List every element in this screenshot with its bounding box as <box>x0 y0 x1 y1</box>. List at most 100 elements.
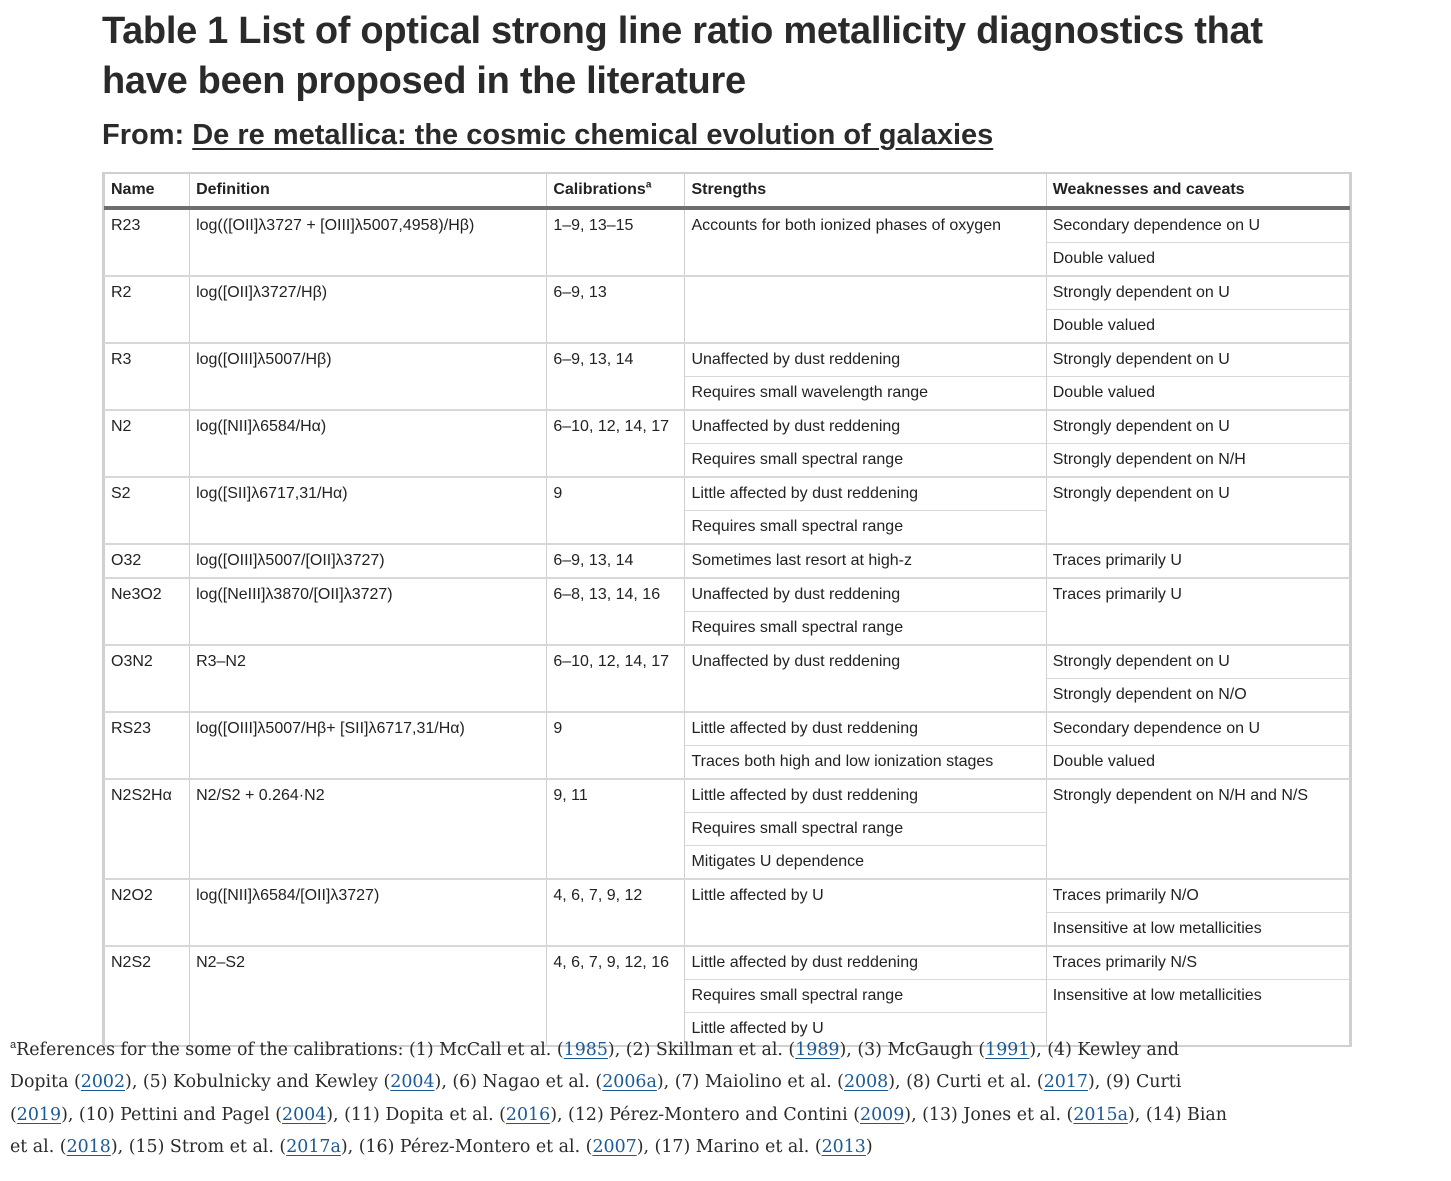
table-row: Mitigates U dependence <box>105 845 1350 879</box>
reference-text: (9) Curti ( <box>10 1072 1182 1125</box>
cell-calibrations: 6–10, 12, 14, 17 <box>546 644 686 712</box>
reference-text: (3) McGaugh ( <box>857 1040 986 1060</box>
table-row: N2 log([NII]λ6584/Hα) 6–10, 12, 14, 17 Unaf… <box>103 409 1351 477</box>
reference-year-link[interactable]: 1985 <box>563 1040 608 1060</box>
footnote-marker-label: a <box>10 1039 17 1052</box>
cell-strength: Unaffected by dust reddening <box>684 409 1047 444</box>
reference-separator: ), <box>125 1072 143 1093</box>
reference-text: (7) Maiolino et al. ( <box>674 1072 844 1093</box>
cell-weakness: Double valued <box>1045 309 1351 343</box>
reference-year-link[interactable]: 2004 <box>390 1072 435 1093</box>
reference-year-link[interactable]: 2017 <box>1043 1072 1088 1093</box>
cell-name: R2 <box>103 275 191 343</box>
cell-strength: Requires small spectral range <box>684 979 1047 1013</box>
reference-separator: ), <box>61 1104 79 1125</box>
header-name: Name <box>103 174 191 210</box>
reference-text: (15) Strom et al. ( <box>128 1136 287 1157</box>
cell-definition: log([NII]λ6584/[OII]λ3727) <box>189 878 548 946</box>
cell-strength: Accounts for both ionized phases of oxyg… <box>684 207 1047 276</box>
reference-year-link[interactable]: 2019 <box>16 1104 62 1125</box>
reference-year-link[interactable]: 2015a <box>1073 1104 1128 1125</box>
article-link[interactable]: De re metallica: the cosmic chemical evo… <box>192 119 994 151</box>
table-row: N2O2 log([NII]λ6584/[OII]λ3727) 4, 6, 7, 9… <box>103 878 1351 946</box>
cell-strength-empty <box>684 275 1047 343</box>
cell-weakness: Double valued <box>1045 376 1351 410</box>
reference-text: (11) Dopita et al. ( <box>344 1104 506 1125</box>
reference-separator: ), <box>636 1136 655 1157</box>
reference-year-link[interactable]: 2009 <box>860 1104 905 1125</box>
reference-year-link[interactable]: 2016 <box>505 1104 551 1125</box>
table-row: Strongly dependent on N/O <box>105 678 1351 712</box>
cell-weakness: Strongly dependent on U <box>1045 342 1351 377</box>
cell-name: O3N2 <box>103 644 191 712</box>
reference-year-link[interactable]: 1989 <box>795 1040 840 1060</box>
reference-year-link[interactable]: 2017a <box>286 1136 341 1157</box>
reference-text: (17) Marino et al. ( <box>654 1136 822 1157</box>
table-row: O3N2 R3–N2 6–10, 12, 14, 17 Unaffected by d… <box>103 644 1351 712</box>
table-row: Requires small spectral range <box>105 510 1350 544</box>
reference-year-link[interactable]: 1991 <box>985 1040 1030 1060</box>
reference-separator: ), <box>656 1072 675 1093</box>
cell-definition: log([OIII]λ5007/Hβ+ [SII]λ6717,31/Hα) <box>189 711 548 779</box>
reference-year-link[interactable]: 2006a <box>602 1072 657 1093</box>
cell-definition: log([OIII]λ5007/Hβ) <box>189 342 548 410</box>
reference-text: (1) McCall et al. ( <box>409 1040 564 1060</box>
cell-name: O32 <box>103 543 191 578</box>
table-row: Traces both high and low ionization stag… <box>105 745 1351 779</box>
reference-separator: ), <box>888 1072 907 1093</box>
page-content: Table 1 List of optical strong line rati… <box>102 6 1352 1047</box>
header-calibrations: Calibrationsa <box>546 174 686 210</box>
cell-weakness: Strongly dependent on U <box>1045 476 1351 544</box>
reference-separator: ), <box>839 1040 858 1060</box>
cell-name: N2 <box>103 409 191 477</box>
reference-text: (14) Bian et al. ( <box>10 1104 1227 1157</box>
cell-definition: log([NeIII]λ3870/[OII]λ3727) <box>189 577 548 645</box>
reference-separator: ), <box>904 1104 923 1125</box>
reference-separator: ), <box>550 1104 569 1125</box>
cell-name: R23 <box>103 207 191 276</box>
cell-name: Ne3O2 <box>103 577 191 645</box>
table-row: Requires small spectral range Insensitive… <box>105 979 1351 1045</box>
header-weaknesses: Weaknesses and caveats <box>1045 174 1351 210</box>
reference-separator: ), <box>434 1072 453 1093</box>
table-row: S2 log([SII]λ6717,31/Hα) 9 Little affected … <box>103 476 1351 544</box>
reference-year-link[interactable]: 2007 <box>592 1136 637 1157</box>
reference-year-link[interactable]: 2004 <box>282 1104 327 1125</box>
cell-calibrations: 4, 6, 7, 9, 12, 16 <box>546 945 686 1045</box>
table-row: Requires small spectral range Strongly de… <box>105 443 1351 477</box>
cell-name: N2S2 <box>103 945 191 1045</box>
reference-year-link[interactable]: 2018 <box>66 1136 111 1157</box>
header-strengths: Strengths <box>684 174 1047 210</box>
cell-strength: Little affected by U <box>684 878 1047 946</box>
reference-separator: ), <box>110 1136 129 1157</box>
reference-year-link[interactable]: 2013 <box>821 1136 866 1157</box>
footnote-marker[interactable]: a <box>645 179 652 191</box>
table-row: Little affected by U <box>105 1012 1350 1045</box>
reference-separator: ), <box>1127 1104 1146 1125</box>
reference-year-link[interactable]: 2002 <box>80 1072 126 1093</box>
cell-strength: Unaffected by dust reddening <box>684 644 1047 712</box>
cell-weakness: Double valued <box>1045 745 1351 779</box>
cell-strength: Little affected by dust reddening <box>684 711 1047 746</box>
cell-definition: log(([OII]λ3727 + [OIII]λ5007,4958)/Hβ) <box>189 207 548 276</box>
table-row: R2 log([OII]λ3727/Hβ) 6–9, 13 Strongly depe… <box>103 275 1351 343</box>
reference-text: (13) Jones et al. ( <box>922 1104 1074 1125</box>
table-row: Requires small spectral range <box>105 611 1350 645</box>
table-title: Table 1 List of optical strong line rati… <box>102 10 1263 102</box>
table-row: Double valued <box>105 242 1351 276</box>
cell-weakness: Traces primarily U <box>1045 577 1351 645</box>
cell-weakness: Traces primarily N/S <box>1045 945 1351 980</box>
cell-weakness: Double valued <box>1045 242 1351 276</box>
cell-weakness: Secondary dependence on U <box>1045 207 1351 243</box>
reference-text: (2) Skillman et al. ( <box>625 1040 796 1060</box>
table-row: Ne3O2 log([NeIII]λ3870/[OII]λ3727) 6–8, 13… <box>103 577 1351 645</box>
cell-strength: Little affected by dust reddening <box>684 945 1047 980</box>
table-row: O32 log([OIII]λ5007/[OII]λ3727) 6–9, 13, 1… <box>103 543 1351 578</box>
cell-weakness: Strongly dependent on N/H and N/S <box>1045 778 1351 879</box>
from-label: From: <box>102 119 185 151</box>
cell-calibrations: 9 <box>546 476 686 544</box>
reference-text: (4) Kewley and Dopita ( <box>10 1040 1180 1093</box>
reference-year-link[interactable]: 2008 <box>843 1072 889 1093</box>
cell-calibrations: 6–9, 13, 14 <box>546 342 686 410</box>
reference-text: (6) Nagao et al. ( <box>452 1072 603 1093</box>
